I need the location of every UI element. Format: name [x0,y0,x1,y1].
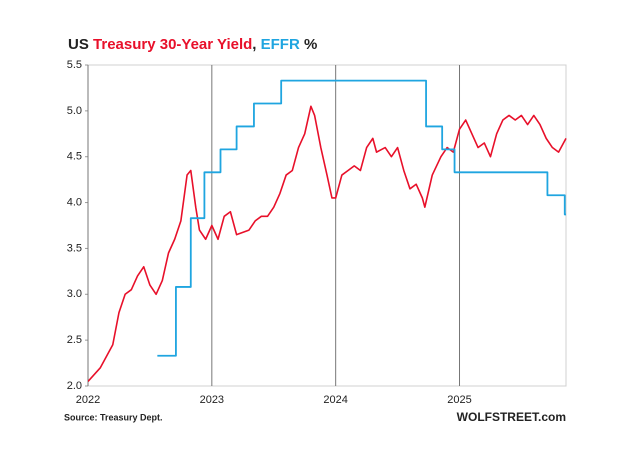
x-tick-label: 2022 [76,394,100,406]
x-tick-label: 2023 [200,394,224,406]
y-tick-label: 2.5 [67,334,82,346]
y-tick-label: 5.5 [67,59,82,71]
title-series-1: Treasury 30-Year Yield [93,36,252,53]
y-tick-label: 3.0 [67,288,82,300]
x-tick-label: 2024 [323,394,347,406]
title-suffix: % [304,36,317,53]
title-separator: , [252,36,256,53]
y-tick-label: 3.5 [67,242,82,254]
y-tick-label: 4.5 [67,151,82,163]
series-line [88,105,567,382]
y-tick-label: 4.0 [67,196,82,208]
chart-title: US Treasury 30-Year Yield, EFFR % [68,36,317,53]
y-tick-label: 5.0 [67,105,82,117]
title-series-2: EFFR [261,36,300,53]
plot-frame [87,64,567,387]
y-tick-label: 2.0 [67,380,82,392]
brand: WOLFSTREET.com [457,410,566,424]
series-line [157,79,566,357]
source: Source: Treasury Dept. [64,412,163,422]
x-tick-label: 2025 [447,394,471,406]
title-prefix: US [68,36,89,53]
